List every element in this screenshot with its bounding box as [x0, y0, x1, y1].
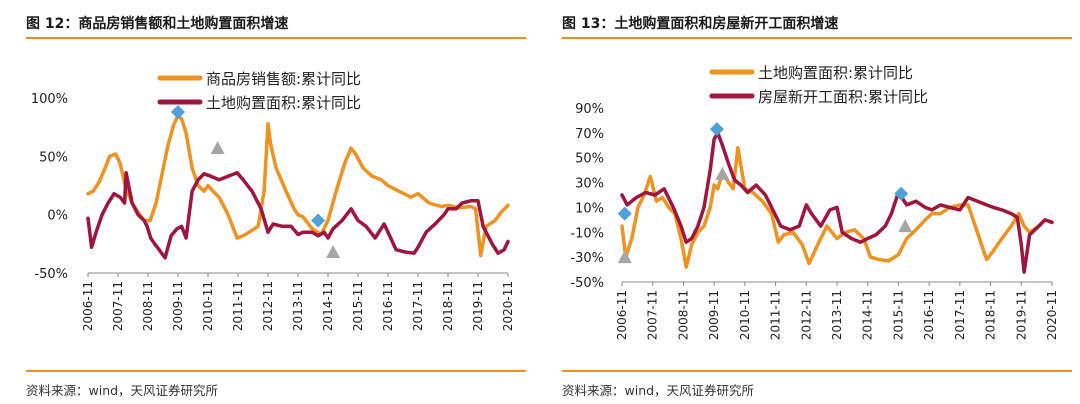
- x-tick-label: 2006-11: [615, 290, 629, 340]
- marker-diamond: [894, 186, 909, 201]
- x-tick-label: 2018-11: [441, 281, 455, 331]
- chart-panel-sales-land: 图 12：商品房销售额和土地购置面积增速 100% 50% 0% -50% 2006-1…: [0, 0, 530, 404]
- chart-title: 图 13：土地购置面积和房屋新开工面积增速: [562, 16, 839, 32]
- x-tick-label: 2012-11: [799, 290, 813, 340]
- footer-divider: [562, 370, 1072, 372]
- y-tick-label: 50%: [575, 152, 604, 167]
- marker-diamond: [171, 105, 185, 119]
- source-note: 资料来源：wind，天风证券研究所: [562, 383, 755, 398]
- marker-triangle: [210, 141, 225, 155]
- y-tick-label: -50%: [570, 276, 604, 291]
- x-tick-label: 2013-11: [830, 290, 844, 340]
- x-tick-label: 2015-11: [351, 281, 365, 331]
- x-tick-label: 2018-11: [984, 290, 998, 340]
- series-line-1: [86, 170, 510, 260]
- y-tick-label: 50%: [39, 150, 68, 165]
- x-tick-label: 2010-11: [201, 281, 215, 331]
- legend-label-1: 房屋新开工面积:累计同比: [758, 88, 928, 106]
- chart-plot: 90% 70% 50% 30% 10% -10% -30% -50% 2006-11 2007-1…: [570, 64, 1059, 340]
- legend-label-1: 土地购置面积:累计同比: [206, 94, 361, 112]
- marker-diamond: [617, 206, 632, 221]
- x-tick-label: 2019-11: [1014, 290, 1028, 340]
- title-divider: [562, 37, 1072, 39]
- x-tick-label: 2017-11: [411, 281, 425, 331]
- marker-diamond: [709, 122, 724, 137]
- y-tick-label: -30%: [570, 251, 604, 266]
- x-tick-label: 2011-11: [769, 290, 783, 340]
- x-tick-label: 2019-11: [471, 281, 485, 331]
- y-tick-label: 30%: [575, 177, 604, 192]
- marker-triangle: [898, 219, 913, 233]
- x-tick-label: 2016-11: [381, 281, 395, 331]
- x-tick-label: 2008-11: [141, 281, 155, 331]
- x-tick-label: 2009-11: [171, 281, 185, 331]
- chart-title: 图 12：商品房销售额和土地购置面积增速: [26, 16, 289, 32]
- x-tick-label: 2011-11: [231, 281, 245, 331]
- x-tick-label: 2017-11: [953, 290, 967, 340]
- legend-label-0: 土地购置面积:累计同比: [758, 64, 913, 82]
- chart-plot: 100% 50% 0% -50% 2006-11 2007-11 2008-11 2009-1…: [31, 70, 515, 331]
- marker-triangle: [617, 250, 632, 264]
- y-tick-label: 0%: [47, 209, 68, 224]
- marker-triangle: [715, 166, 730, 180]
- series-line-1: [620, 131, 1054, 274]
- marker-diamond: [311, 213, 326, 228]
- x-tick-label: 2012-11: [261, 281, 275, 331]
- x-tick-label: 2016-11: [922, 290, 936, 340]
- x-tick-label: 2013-11: [291, 281, 305, 331]
- source-note: 资料来源：wind，天风证券研究所: [26, 383, 219, 398]
- x-tick-label: 2009-11: [707, 290, 721, 340]
- title-divider: [26, 37, 526, 39]
- x-tick-label: 2008-11: [676, 290, 690, 340]
- x-tick-label: 2014-11: [321, 281, 335, 331]
- series-line-0: [86, 113, 510, 258]
- x-tick-label: 2020-11: [501, 281, 515, 331]
- x-tick-label: 2007-11: [646, 290, 660, 340]
- x-tick-label: 2014-11: [861, 290, 875, 340]
- x-tick-label: 2007-11: [111, 281, 125, 331]
- legend-label-0: 商品房销售额:累计同比: [206, 70, 361, 88]
- marker-triangle: [326, 245, 341, 258]
- y-tick-label: 10%: [575, 201, 604, 216]
- x-tick-label: 2006-11: [81, 281, 95, 331]
- y-tick-label: -10%: [570, 226, 604, 241]
- chart-panel-land-newstarts: 图 13：土地购置面积和房屋新开工面积增速 90% 70% 50% 30% 10% -10…: [552, 0, 1080, 404]
- footer-divider: [26, 370, 526, 372]
- y-tick-label: -50%: [34, 267, 68, 282]
- y-tick-label: 70%: [575, 127, 604, 142]
- x-tick-label: 2010-11: [738, 290, 752, 340]
- series-line-0: [620, 146, 1054, 269]
- x-tick-label: 2020-11: [1045, 290, 1059, 340]
- y-tick-label: 100%: [31, 92, 68, 107]
- x-tick-label: 2015-11: [891, 290, 905, 340]
- y-tick-label: 90%: [575, 102, 604, 117]
